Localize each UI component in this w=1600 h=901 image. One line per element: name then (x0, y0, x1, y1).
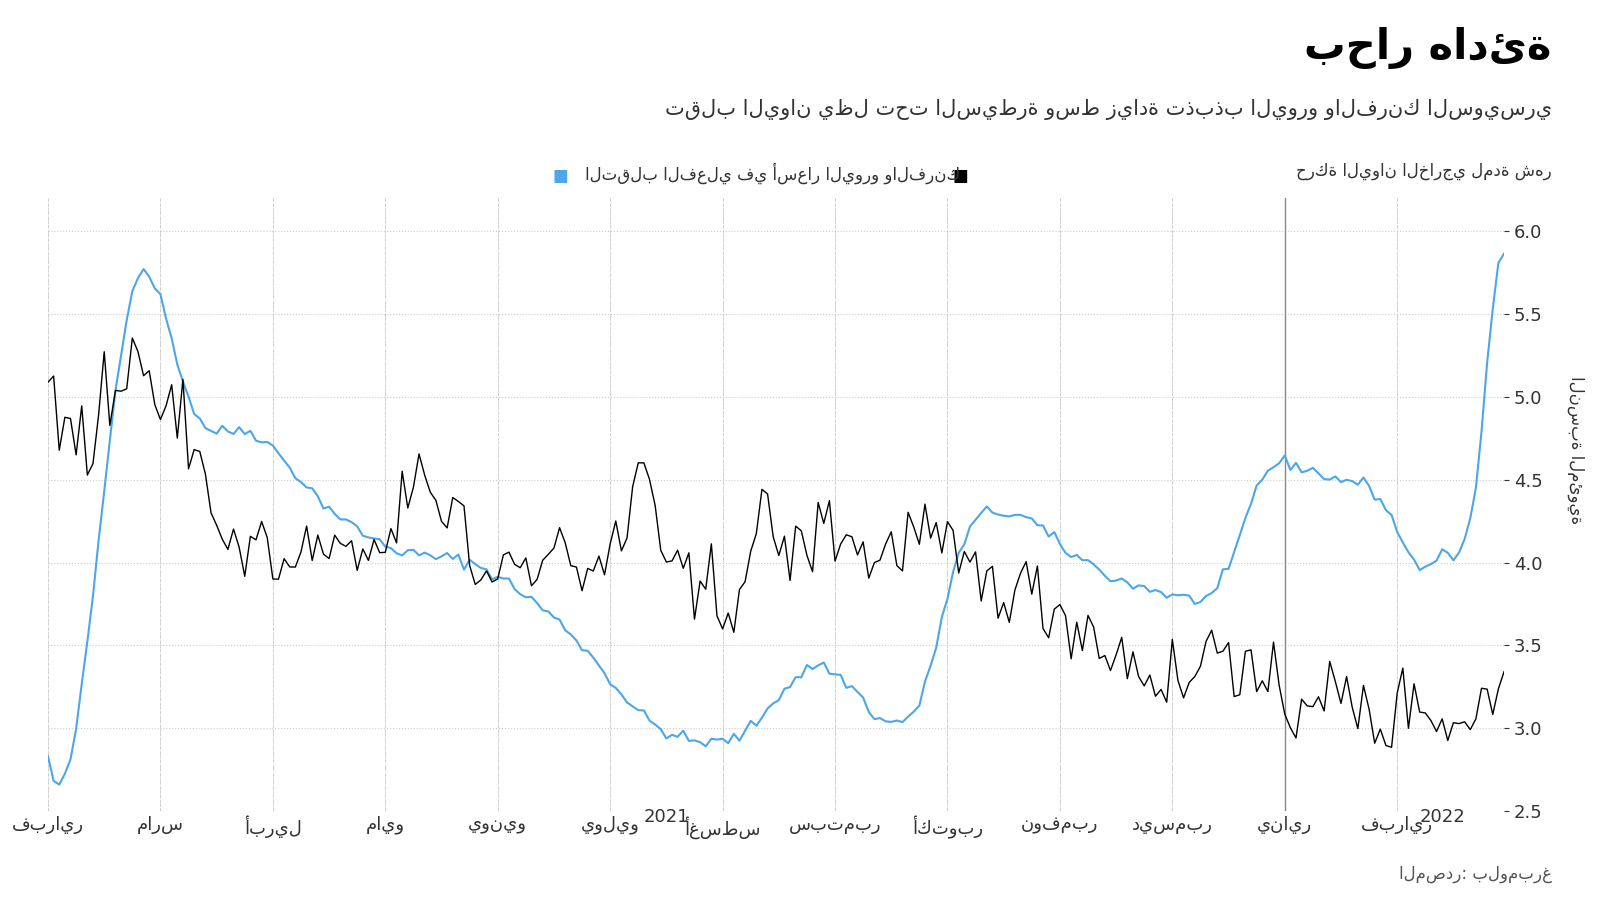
Text: 2022: 2022 (1419, 807, 1466, 825)
Text: حركة اليوان الخارجي لمدة شهر: حركة اليوان الخارجي لمدة شهر (1296, 162, 1552, 180)
Text: تقلب اليوان يظل تحت السيطرة وسط زيادة تذبذب اليورو والفرنك السويسري: تقلب اليوان يظل تحت السيطرة وسط زيادة تذ… (666, 99, 1552, 120)
Text: ■: ■ (952, 167, 968, 185)
Text: 2021: 2021 (643, 807, 690, 825)
Text: المصدر: بلومبرغ: المصدر: بلومبرغ (1398, 865, 1552, 883)
Text: التقلب الفعلي في أسعار اليورو والفرنك: التقلب الفعلي في أسعار اليورو والفرنك (586, 162, 960, 184)
Text: بحار هادئة: بحار هادئة (1304, 27, 1552, 69)
Text: النسبة المئوية: النسبة المئوية (1566, 377, 1586, 524)
Text: ■: ■ (552, 167, 568, 185)
